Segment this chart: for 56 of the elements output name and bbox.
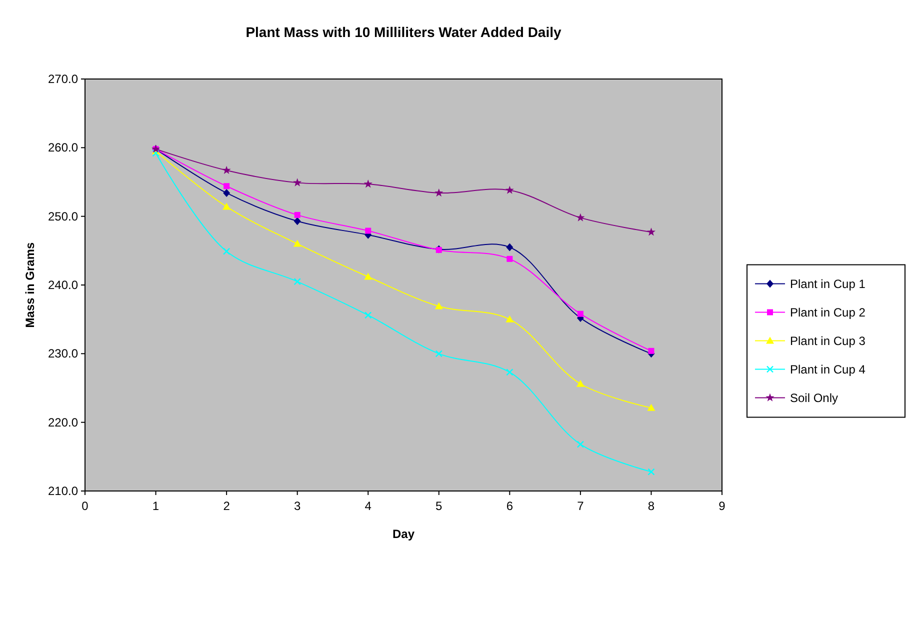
- legend-label: Plant in Cup 4: [790, 362, 866, 376]
- point: [223, 188, 230, 197]
- point: [294, 217, 301, 226]
- point: [293, 178, 302, 186]
- point: [648, 348, 654, 354]
- point: [365, 228, 372, 234]
- y-tick-label: 240.0: [48, 278, 78, 292]
- legend-label: Plant in Cup 2: [790, 305, 866, 320]
- point: [576, 380, 584, 387]
- point: [293, 240, 302, 247]
- legend-label: Plant in Cup 1: [790, 276, 866, 291]
- y-tick-label: 250.0: [48, 209, 78, 224]
- point: [224, 183, 230, 190]
- point: [364, 272, 372, 280]
- point: [648, 468, 655, 476]
- x-axis-title: Day: [392, 527, 415, 541]
- y-tick-label: 260.0: [48, 140, 78, 155]
- point: [222, 202, 231, 210]
- point: [434, 188, 444, 197]
- y-tick-label: 210.0: [48, 484, 78, 498]
- point: [152, 150, 160, 157]
- y-tick-label: 230.0: [48, 346, 78, 361]
- point: [434, 302, 443, 310]
- point: [364, 180, 372, 188]
- x-tick-label: 2: [223, 499, 230, 513]
- point: [647, 404, 656, 411]
- point: [294, 212, 300, 218]
- point: [506, 256, 513, 262]
- x-tick-label: 0: [82, 499, 89, 513]
- x-tick-label: 4: [364, 499, 372, 513]
- point: [364, 312, 372, 319]
- x-tick-label: 8: [648, 499, 655, 513]
- y-axis-title: Mass in Grams: [23, 242, 37, 328]
- point: [506, 315, 514, 322]
- legend-label: Soil Only: [790, 390, 838, 405]
- y-tick-label: 270.0: [48, 72, 78, 86]
- chart-title: Plant Mass with 10 Milliliters Water Added Daily: [246, 24, 562, 40]
- point: [646, 228, 656, 236]
- x-tick-label: 9: [718, 499, 726, 513]
- point: [222, 248, 230, 255]
- point: [294, 278, 301, 286]
- point: [505, 186, 514, 194]
- point: [576, 440, 584, 448]
- x-tick-label: 6: [506, 499, 514, 513]
- point: [222, 166, 231, 174]
- point: [577, 310, 584, 317]
- point: [506, 243, 514, 252]
- x-tick-label: 7: [577, 499, 584, 513]
- point: [435, 350, 442, 358]
- point: [506, 368, 514, 376]
- point: [576, 213, 585, 222]
- x-tick-label: 5: [436, 499, 443, 513]
- legend-label: Plant in Cup 3: [790, 334, 866, 348]
- x-tick-label: 3: [294, 499, 301, 513]
- y-tick-label: 220.0: [48, 415, 78, 430]
- x-tick-label: 1: [152, 499, 160, 513]
